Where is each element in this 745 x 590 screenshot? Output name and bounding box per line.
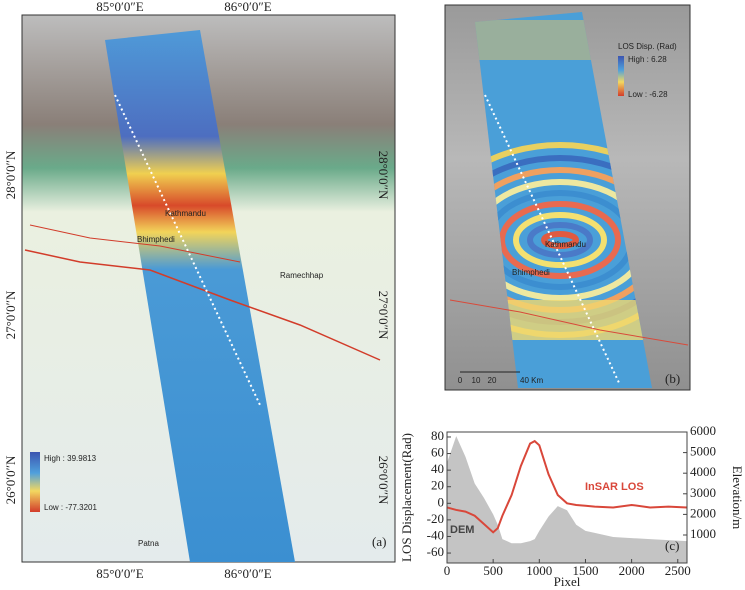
y-axis-label: LOS Displacement(Rad) xyxy=(399,433,414,562)
profile-line xyxy=(484,94,621,386)
scale-label: 20 xyxy=(488,376,497,385)
panel-label: (c) xyxy=(665,538,679,553)
y2-tick-label: 6000 xyxy=(690,423,716,438)
lon-label: 86°0′0″E xyxy=(224,566,271,581)
y-tick-label: -60 xyxy=(427,544,444,559)
series-label: InSAR LOS xyxy=(585,481,644,493)
legend-high: High : 39.9813 xyxy=(44,454,97,463)
place: Patna xyxy=(138,539,159,548)
y-tick-label: 0 xyxy=(438,494,445,509)
fault-line xyxy=(449,299,689,346)
fault-line xyxy=(29,224,241,263)
scale-label: 10 xyxy=(472,376,481,385)
y2-tick-label: 5000 xyxy=(690,444,716,459)
plot-frame xyxy=(446,431,688,564)
lon-label: 85°0′0″E xyxy=(96,0,143,14)
legend-low: Low : -6.28 xyxy=(628,90,668,99)
scale-label: 0 xyxy=(458,376,463,385)
lat-label: 27°0′0″N xyxy=(3,290,18,339)
profile-line xyxy=(114,94,261,406)
place: Kathmandu xyxy=(165,209,206,218)
y2-axis-label: Elevation/m xyxy=(730,466,745,530)
line xyxy=(446,439,688,534)
x-tick-label: 2000 xyxy=(619,563,645,578)
y2-tick-label: 3000 xyxy=(690,485,716,500)
panel-label: (a) xyxy=(372,534,386,549)
x-tick-label: 1000 xyxy=(526,563,552,578)
y-tick-label: -40 xyxy=(427,527,444,542)
place: Ramechhap xyxy=(280,271,324,280)
y-tick-label: 20 xyxy=(431,478,444,493)
y2-tick-label: 1000 xyxy=(690,526,716,541)
y-tick-label: 80 xyxy=(431,428,444,443)
y-tick-label: -20 xyxy=(427,511,444,526)
x-tick-label: 0 xyxy=(444,563,451,578)
x-tick-label: 1500 xyxy=(572,563,598,578)
place: Kathmandu xyxy=(545,240,586,249)
lat-label: 27°0′0″N xyxy=(376,291,391,340)
y2-tick-label: 4000 xyxy=(690,464,716,479)
x-tick-label: 2500 xyxy=(665,563,691,578)
lon-label: 86°0′0″E xyxy=(224,0,271,14)
y-tick-label: 60 xyxy=(431,445,444,460)
x-tick-label: 500 xyxy=(483,563,503,578)
map-a-strip xyxy=(105,30,295,562)
lon-label: 85°0′0″E xyxy=(96,566,143,581)
legend-title: LOS Disp. (Rad) xyxy=(618,42,677,51)
series-label: DEM xyxy=(450,524,474,536)
place: Bhimphedi xyxy=(137,235,175,244)
legend-high: High : 6.28 xyxy=(628,55,667,64)
y-tick-label: 40 xyxy=(431,461,444,476)
legend-low: Low : -77.3201 xyxy=(44,503,97,512)
x-axis-label: Pixel xyxy=(554,574,581,589)
y2-tick-label: 2000 xyxy=(690,505,716,520)
chart: 0 500 1000 1500 2000 2500-60-40-2002040608010… xyxy=(399,423,745,589)
place: Bhimphedi xyxy=(512,268,550,277)
scale-label: 40 Km xyxy=(520,376,543,385)
panel-label: (b) xyxy=(665,371,680,386)
fault-line xyxy=(24,249,381,361)
lat-label: 26°0′0″N xyxy=(3,455,18,504)
lat-label: 28°0′0″N xyxy=(376,151,391,200)
area xyxy=(447,436,687,563)
lat-label: 28°0′0″N xyxy=(3,150,18,199)
legend-ramp xyxy=(30,452,40,512)
lat-label: 26°0′0″N xyxy=(376,456,391,505)
legend-ramp xyxy=(618,56,624,96)
